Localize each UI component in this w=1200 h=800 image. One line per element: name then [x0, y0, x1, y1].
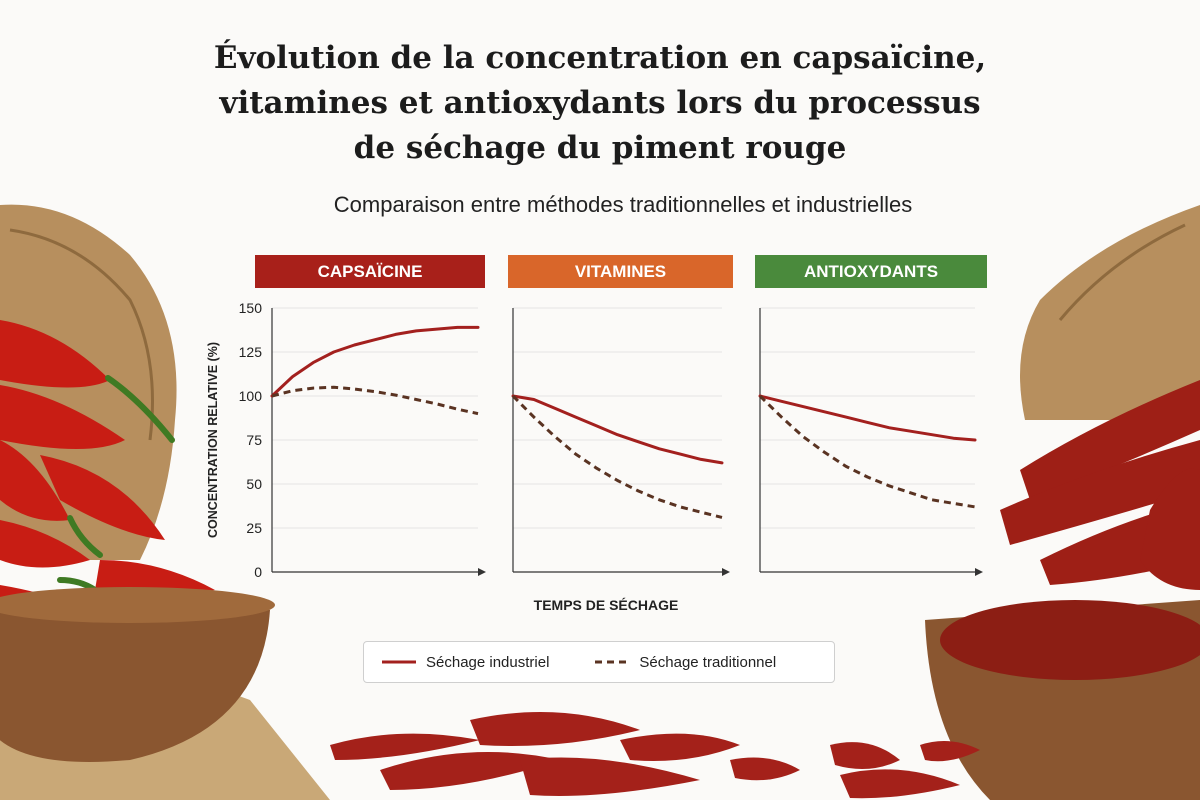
y-tick-label: 75	[246, 432, 262, 448]
series-line-traditional	[758, 394, 976, 509]
x-axis-arrow	[478, 568, 486, 576]
burlap-sack-right	[1020, 205, 1200, 420]
subtitle: Comparaison entre méthodes traditionnell…	[333, 192, 913, 217]
chart-panel-1: CAPSAÏCINE 0 25 50 75 100 125 150 CONCENTRATION …	[206, 255, 678, 613]
x-axis-arrow	[975, 568, 983, 576]
series-line-industrial	[511, 394, 724, 465]
panel-header-title: VITAMINES	[575, 262, 666, 281]
legend-item-industrial: Séchage industriel	[382, 654, 549, 671]
dried-chilis-right	[1000, 380, 1200, 590]
panel-header-bar	[255, 255, 485, 288]
chart-panel-2: VITAMINES	[508, 255, 733, 576]
legend-label-traditional: Séchage traditionnel	[639, 653, 777, 671]
panel-header-title: ANTIOXYDANTS	[804, 262, 938, 281]
title-line-3: de séchage du piment rouge	[353, 130, 847, 166]
series-line-industrial	[758, 394, 977, 442]
title-line-1: Évolution de la concentration en capsaïc…	[213, 40, 987, 76]
legend-item-traditional: Séchage traditionnel	[595, 654, 776, 671]
panel-header-bar	[755, 255, 987, 288]
legend-swatch-dashed	[595, 660, 630, 664]
panel-header-title: CAPSAÏCINE	[318, 262, 423, 281]
y-tick-label: 0	[254, 564, 262, 580]
legend-swatch-solid	[382, 660, 416, 664]
panel-header-bar	[508, 255, 733, 288]
legend: Séchage industriel Séchage traditionnel	[363, 641, 835, 683]
x-axis-arrow	[722, 568, 730, 576]
y-tick-label: 125	[239, 344, 263, 360]
series-line-industrial	[270, 325, 480, 398]
y-tick-label: 100	[239, 388, 263, 404]
series-line-traditional	[271, 385, 479, 416]
x-axis-label: TEMPS DE SÉCHAGE	[534, 597, 679, 613]
dried-chilis-bottom	[330, 712, 980, 799]
title-line-2: vitamines et antioxydants lors du proces…	[219, 85, 981, 121]
y-tick-label: 50	[246, 476, 262, 492]
y-axis-label: CONCENTRATION RELATIVE (%)	[206, 342, 220, 538]
y-tick-label: 150	[239, 300, 263, 316]
page-title: Évolution de la concentration en capsaïc…	[200, 36, 1000, 171]
series-line-traditional	[511, 394, 723, 519]
y-tick-label: 25	[246, 520, 262, 536]
wooden-bowl-left	[0, 600, 270, 762]
chart-panel-3: ANTIOXYDANTS	[755, 255, 987, 576]
legend-label-industrial: Séchage industriel	[426, 653, 550, 671]
